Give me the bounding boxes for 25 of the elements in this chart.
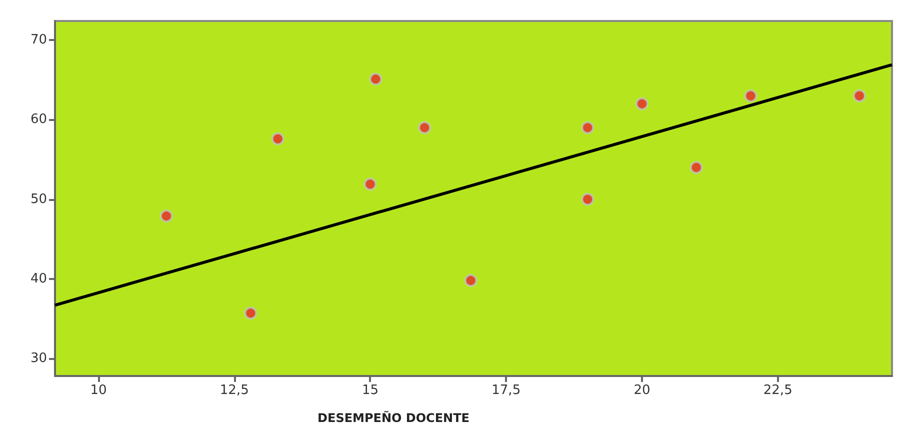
point	[160, 210, 173, 223]
y-tick-label: 40	[30, 271, 47, 286]
point	[744, 89, 758, 102]
point	[581, 121, 594, 134]
x-tick-label: 22,5	[763, 383, 792, 398]
point	[244, 306, 258, 320]
point	[369, 72, 382, 86]
x-tick-label: 15	[362, 383, 379, 398]
x-axis-title: DESEMPEÑO DOCENTE	[318, 410, 470, 425]
x-tick-label: 10	[90, 383, 107, 398]
y-tick-label: 70	[30, 32, 47, 48]
point	[581, 192, 594, 206]
point	[690, 160, 703, 174]
point	[852, 89, 866, 102]
x-tick-label: 17,5	[492, 383, 521, 398]
point	[636, 97, 648, 110]
point	[464, 274, 478, 287]
point	[271, 132, 284, 146]
point	[364, 178, 377, 191]
y-tick-label: 60	[30, 112, 47, 128]
y-tick-label: 30	[30, 350, 47, 366]
y-tick-label: 50	[30, 192, 47, 207]
x-tick-label: 12,5	[220, 383, 249, 398]
x-tick-label: 20	[634, 383, 650, 398]
point	[418, 121, 432, 134]
